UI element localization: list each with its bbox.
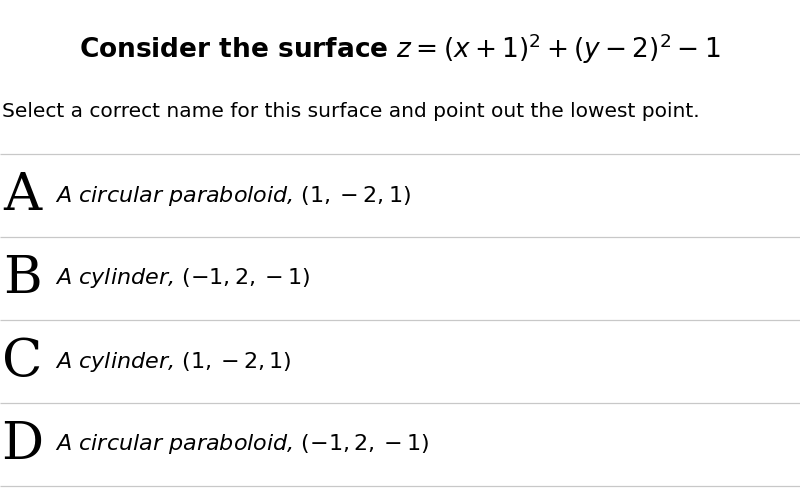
Text: A cylinder, $(1, -2, 1)$: A cylinder, $(1, -2, 1)$ xyxy=(55,349,291,373)
Text: A circular paraboloid, $(1, -2, 1)$: A circular paraboloid, $(1, -2, 1)$ xyxy=(55,184,411,208)
Text: Select a correct name for this surface and point out the lowest point.: Select a correct name for this surface a… xyxy=(2,102,700,121)
Text: A: A xyxy=(3,170,41,221)
Text: A circular paraboloid, $(-1, 2, -1)$: A circular paraboloid, $(-1, 2, -1)$ xyxy=(55,432,430,457)
Text: B: B xyxy=(2,253,42,304)
Text: D: D xyxy=(1,419,43,470)
Text: Consider the surface $z = (x+1)^2 + (y-2)^2 - 1$: Consider the surface $z = (x+1)^2 + (y-2… xyxy=(79,32,721,66)
Text: C: C xyxy=(2,336,42,387)
Text: A cylinder, $(-1, 2, -1)$: A cylinder, $(-1, 2, -1)$ xyxy=(55,267,310,290)
